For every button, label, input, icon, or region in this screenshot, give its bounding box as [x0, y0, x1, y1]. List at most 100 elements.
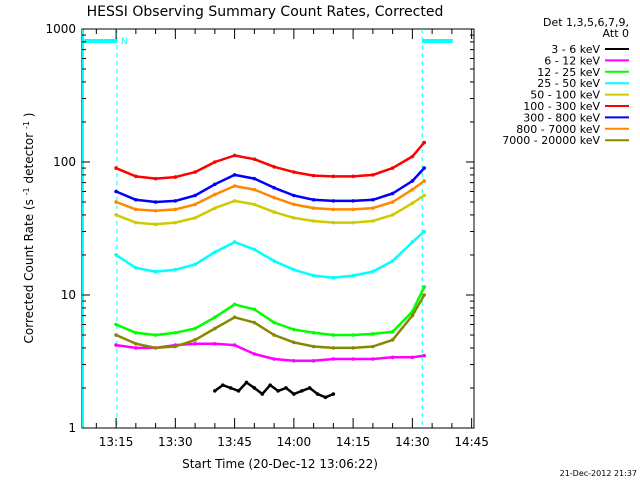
x-tick-label: 13:45 — [217, 435, 252, 449]
y-axis-label: Corrected Count Rate (s -1 detector -1 ) — [22, 113, 37, 344]
series-point-0 — [315, 392, 320, 396]
series-point-1 — [331, 357, 336, 361]
series-point-0 — [299, 389, 304, 393]
series-point-8 — [153, 346, 158, 350]
series-point-1 — [193, 341, 197, 346]
series-point-4 — [193, 216, 197, 220]
legend-label-6: 300 - 800 keV — [523, 111, 600, 124]
series-point-6 — [114, 189, 118, 194]
y-tick-label: 10 — [61, 288, 76, 302]
legend-label-2: 12 - 25 keV — [537, 66, 600, 79]
series-point-7 — [410, 187, 415, 192]
series-point-4 — [134, 220, 138, 225]
series-point-0 — [220, 383, 225, 387]
series-point-2 — [213, 315, 217, 320]
series-point-1 — [213, 341, 217, 346]
series-point-0 — [213, 389, 217, 393]
series-point-2 — [272, 320, 276, 325]
series-point-5 — [272, 165, 276, 169]
series-point-0 — [236, 389, 241, 393]
x-tick-label: 14:45 — [454, 435, 489, 449]
series-point-4 — [173, 220, 178, 225]
x-tick-label: 13:30 — [158, 435, 193, 449]
legend-label-8: 7000 - 20000 keV — [502, 134, 600, 147]
series-point-8 — [134, 341, 138, 346]
series-point-4 — [114, 213, 118, 217]
series-point-1 — [351, 357, 355, 361]
series-point-7 — [292, 202, 296, 207]
series-point-4 — [351, 220, 355, 225]
series-point-0 — [276, 389, 280, 393]
series-point-8 — [371, 344, 375, 349]
series-point-0 — [252, 386, 257, 390]
series-point-3 — [213, 250, 217, 254]
y-tick-label: 1000 — [45, 22, 76, 36]
series-point-8 — [213, 326, 217, 331]
series-point-5 — [311, 173, 316, 178]
series-point-2 — [351, 333, 355, 337]
series-point-0 — [292, 392, 296, 396]
series-point-7 — [173, 207, 178, 212]
series-point-7 — [252, 187, 257, 192]
timestamp: 21-Dec-2012 21:37 — [560, 469, 637, 478]
series-point-7 — [331, 207, 336, 212]
legend-label-5: 100 - 300 keV — [523, 100, 600, 113]
series-point-8 — [351, 346, 355, 350]
series-point-2 — [390, 329, 395, 334]
series-point-8 — [410, 313, 415, 318]
series-point-5 — [371, 173, 375, 177]
legend-label-3: 25 - 50 keV — [537, 77, 600, 90]
series-point-3 — [311, 273, 316, 278]
series-point-1 — [311, 359, 316, 363]
x-axis-label: Start Time (20-Dec-12 13:06:22) — [182, 457, 378, 471]
series-point-0 — [244, 380, 249, 385]
series-point-7 — [422, 179, 427, 183]
series-point-3 — [390, 259, 395, 263]
chart-title: HESSI Observing Summary Count Rates, Cor… — [87, 4, 444, 20]
series-point-3 — [422, 229, 427, 234]
series-point-7 — [213, 192, 217, 197]
series-point-5 — [114, 166, 118, 170]
series-point-8 — [272, 333, 276, 337]
series-point-6 — [173, 199, 178, 203]
series-point-4 — [331, 220, 336, 225]
series-point-5 — [193, 170, 197, 174]
series-point-5 — [153, 176, 158, 181]
series-point-8 — [311, 344, 316, 349]
series-point-5 — [232, 153, 237, 158]
series-point-1 — [410, 355, 415, 360]
series-point-4 — [371, 219, 375, 223]
series-point-6 — [252, 176, 257, 181]
series-point-3 — [331, 275, 336, 280]
series-point-2 — [422, 285, 427, 289]
series-point-8 — [292, 340, 296, 345]
series-point-4 — [390, 213, 395, 217]
series-point-3 — [272, 259, 276, 263]
series-point-3 — [173, 267, 178, 272]
series-point-3 — [410, 240, 415, 244]
series-point-4 — [252, 202, 257, 207]
x-tick-label: 14:30 — [395, 435, 430, 449]
series-point-2 — [232, 302, 237, 307]
x-tick-label: 14:15 — [336, 435, 371, 449]
series-point-5 — [292, 170, 296, 174]
series-point-4 — [410, 201, 415, 206]
series-point-5 — [173, 175, 178, 179]
series-point-1 — [292, 359, 296, 363]
series-point-4 — [153, 222, 158, 227]
series-point-8 — [114, 333, 118, 337]
y-axis-label-sup-1: -1 — [22, 187, 31, 195]
legend-header-line-1: Det 1,3,5,6,7,9, — [543, 16, 629, 29]
series-point-0 — [268, 383, 272, 387]
series-point-8 — [331, 346, 336, 350]
series-point-1 — [232, 343, 237, 347]
y-axis-label-sup-2: -1 — [22, 121, 31, 129]
series-point-6 — [292, 193, 296, 198]
series-point-7 — [272, 195, 276, 200]
series-point-3 — [371, 269, 375, 274]
series-point-6 — [272, 185, 276, 190]
series-point-3 — [351, 273, 355, 278]
series-point-1 — [134, 346, 138, 350]
series-point-1 — [272, 357, 276, 361]
